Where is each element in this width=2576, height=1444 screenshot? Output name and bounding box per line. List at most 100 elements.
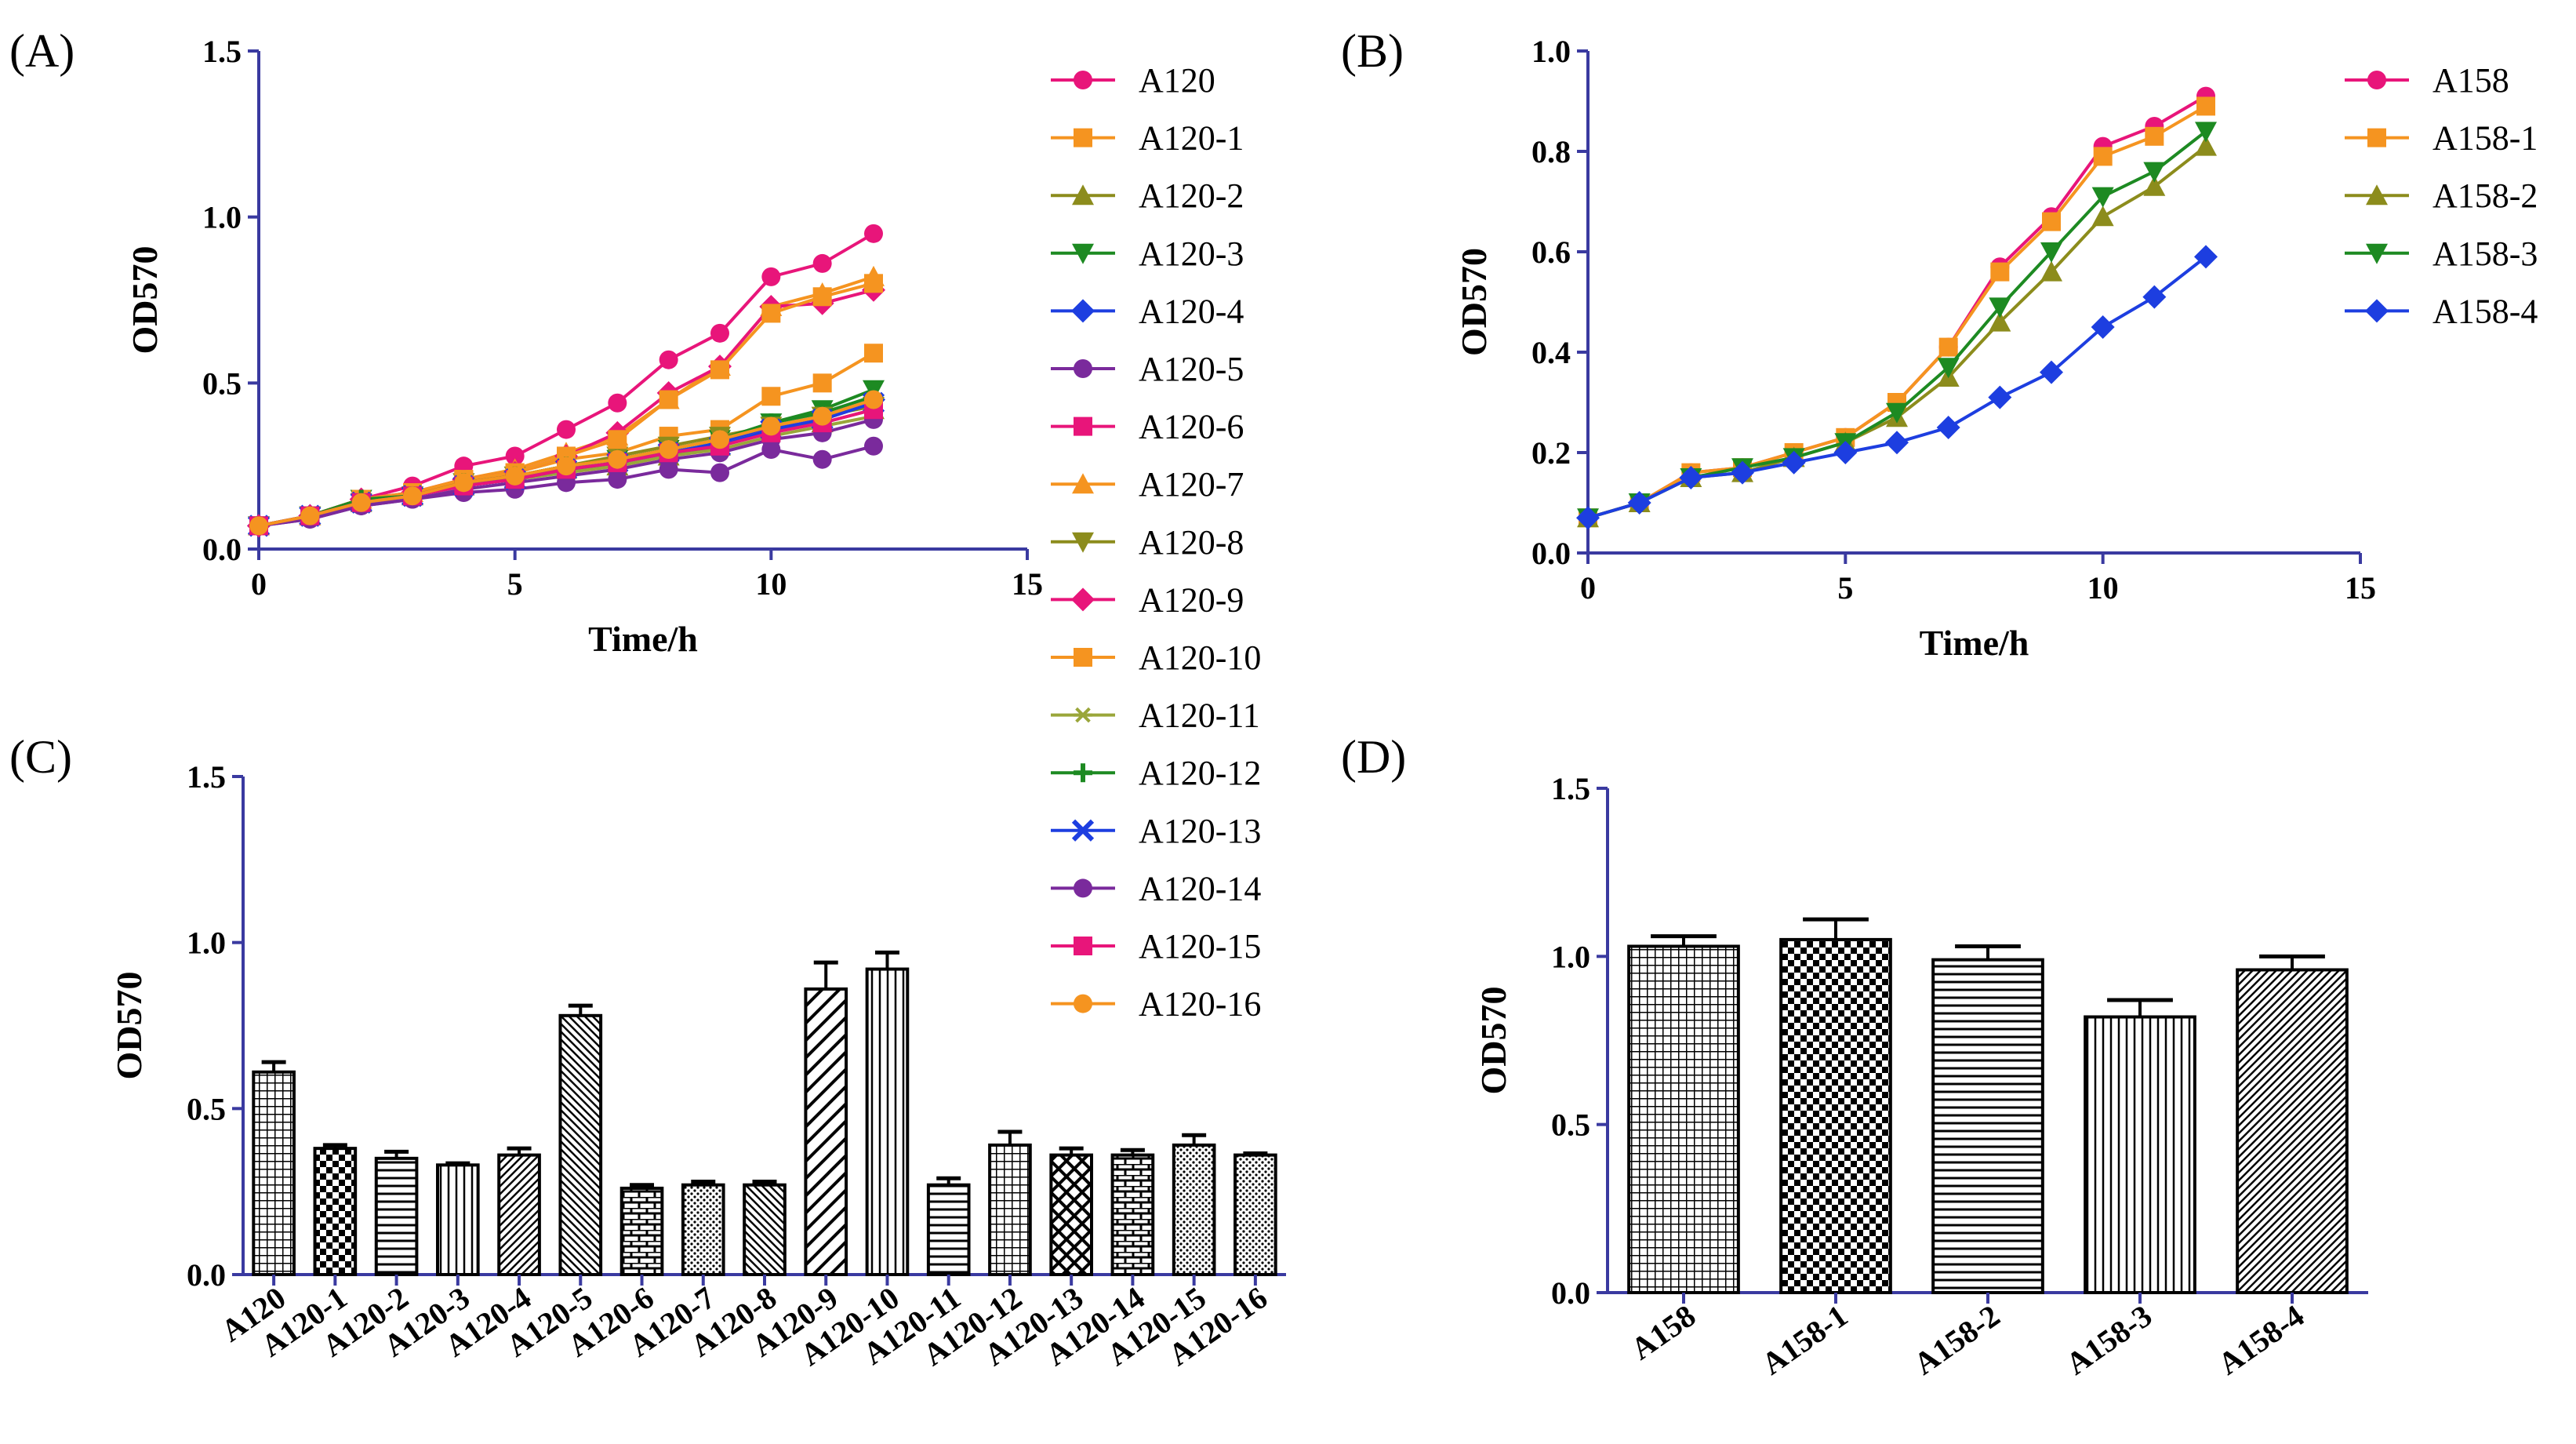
bar-group: A158-2 xyxy=(1907,944,2044,1381)
data-point xyxy=(2093,147,2113,166)
data-point xyxy=(557,456,576,476)
legend-label: A120-12 xyxy=(1139,754,1261,792)
legend-marker-icon xyxy=(1072,473,1094,494)
series-A158-1 xyxy=(1579,96,2215,528)
data-point xyxy=(710,463,729,482)
data-point xyxy=(864,436,883,456)
data-point xyxy=(659,390,678,409)
y-tick-label: 1.0 xyxy=(1551,939,1590,974)
x-tick-label: 5 xyxy=(507,566,523,602)
data-point xyxy=(812,253,832,273)
y-tick-label: 1.0 xyxy=(1531,34,1571,69)
legend-label: A120-4 xyxy=(1139,292,1244,330)
series-A120-9 xyxy=(247,278,885,538)
bar-group: A158-4 xyxy=(2211,954,2349,1382)
data-point xyxy=(2195,135,2217,156)
legend-marker-icon xyxy=(2365,299,2389,323)
y-tick-label: 1.0 xyxy=(187,926,226,961)
legend-marker-icon xyxy=(1074,763,1092,783)
legend-entry: A120-15 xyxy=(1051,927,1261,966)
legend-label: A120-14 xyxy=(1139,869,1261,908)
legend-label: A120-11 xyxy=(1139,697,1260,735)
legend-entry: A120-7 xyxy=(1051,465,1244,504)
data-point xyxy=(710,430,729,449)
bar xyxy=(558,1013,603,1277)
data-point xyxy=(505,446,525,466)
data-point xyxy=(300,506,320,526)
legend-entry: A158-2 xyxy=(2345,176,2538,215)
x-tick-label: 0 xyxy=(251,566,267,602)
legend: A120 A120-1 A120-2 A120-3 A120-4 A120-5 A120-6… xyxy=(1051,61,1261,1024)
bar xyxy=(2084,1015,2196,1294)
y-tick-label: 0.2 xyxy=(1531,435,1571,471)
data-point xyxy=(2143,162,2166,183)
data-point xyxy=(1989,311,2011,332)
bar xyxy=(804,987,848,1277)
bar-chart-3: (D) 0.0 0.5 1.0 1.5 OD570 A158 A158-1 A158-2 A158… xyxy=(1341,731,2368,1381)
legend-label: A158-2 xyxy=(2432,176,2538,215)
series-A158-2 xyxy=(1577,135,2217,528)
data-point xyxy=(351,493,371,512)
legend-marker-icon xyxy=(1074,937,1092,955)
legend-entry: A120-10 xyxy=(1051,638,1261,677)
legend-marker-icon xyxy=(1071,299,1095,323)
legend-label: A120-16 xyxy=(1139,985,1261,1024)
data-point xyxy=(1886,402,1908,424)
bar-group: A120 xyxy=(215,1060,296,1348)
bar-group: A158 xyxy=(1625,934,1740,1366)
data-point xyxy=(1990,262,2010,282)
bar xyxy=(1234,1153,1277,1276)
x-axis-label: Time/h xyxy=(1920,623,2029,663)
legend-label: A158-4 xyxy=(2432,292,2538,330)
bar xyxy=(619,1186,664,1277)
y-tick-label: 1.5 xyxy=(202,34,242,69)
bar xyxy=(1110,1153,1155,1276)
legend-entry: A120-16 xyxy=(1051,985,1261,1024)
x-tick-label: 0 xyxy=(1580,570,1596,606)
y-tick-label: 0.0 xyxy=(202,532,242,567)
data-point xyxy=(710,323,729,343)
legend-marker-icon xyxy=(1074,359,1092,378)
data-point xyxy=(249,516,268,536)
category-label: A158-4 xyxy=(2211,1298,2310,1382)
data-point xyxy=(2040,242,2062,263)
y-axis-label: OD570 xyxy=(109,972,149,1080)
data-point xyxy=(812,406,832,426)
bar xyxy=(313,1147,358,1276)
legend-entry: A120-13 xyxy=(1051,812,1261,850)
data-point xyxy=(864,274,883,293)
line-chart-1: (B) 0.0 0.2 0.4 0.6 0.8 1.0 OD570 0 5 10 15 Time/h A1… xyxy=(1341,25,2538,663)
bar xyxy=(436,1163,480,1277)
series-A158-3 xyxy=(1577,122,2217,529)
data-point xyxy=(659,350,678,369)
data-point xyxy=(2091,315,2115,339)
x-tick-label: 5 xyxy=(1837,570,1853,606)
legend-entry: A120-4 xyxy=(1051,292,1244,330)
legend-label: A120-10 xyxy=(1139,638,1261,677)
data-point xyxy=(812,449,832,469)
data-point xyxy=(505,466,525,486)
legend-entry: A120 xyxy=(1051,61,1215,100)
data-point xyxy=(659,440,678,459)
data-point xyxy=(1885,431,1909,455)
panel-label: (A) xyxy=(9,25,74,77)
y-axis-label: OD570 xyxy=(1454,248,1494,356)
legend-label: A120-9 xyxy=(1139,580,1244,619)
y-tick-label: 0.5 xyxy=(1551,1108,1590,1143)
legend-label: A120-8 xyxy=(1139,523,1244,562)
bar xyxy=(497,1153,541,1276)
y-tick-label: 1.5 xyxy=(1551,771,1590,806)
data-point xyxy=(2042,212,2061,231)
legend-label: A120-1 xyxy=(1139,119,1244,158)
data-point xyxy=(2195,122,2217,143)
legend-entry: A120-6 xyxy=(1051,408,1244,446)
data-point xyxy=(2145,126,2164,146)
bar xyxy=(1172,1143,1216,1277)
x-tick-label: 10 xyxy=(755,566,787,602)
legend-label: A158-3 xyxy=(2432,235,2538,273)
bar xyxy=(926,1183,971,1276)
y-tick-label: 0.8 xyxy=(1531,134,1571,169)
panel-label: (C) xyxy=(9,731,72,783)
